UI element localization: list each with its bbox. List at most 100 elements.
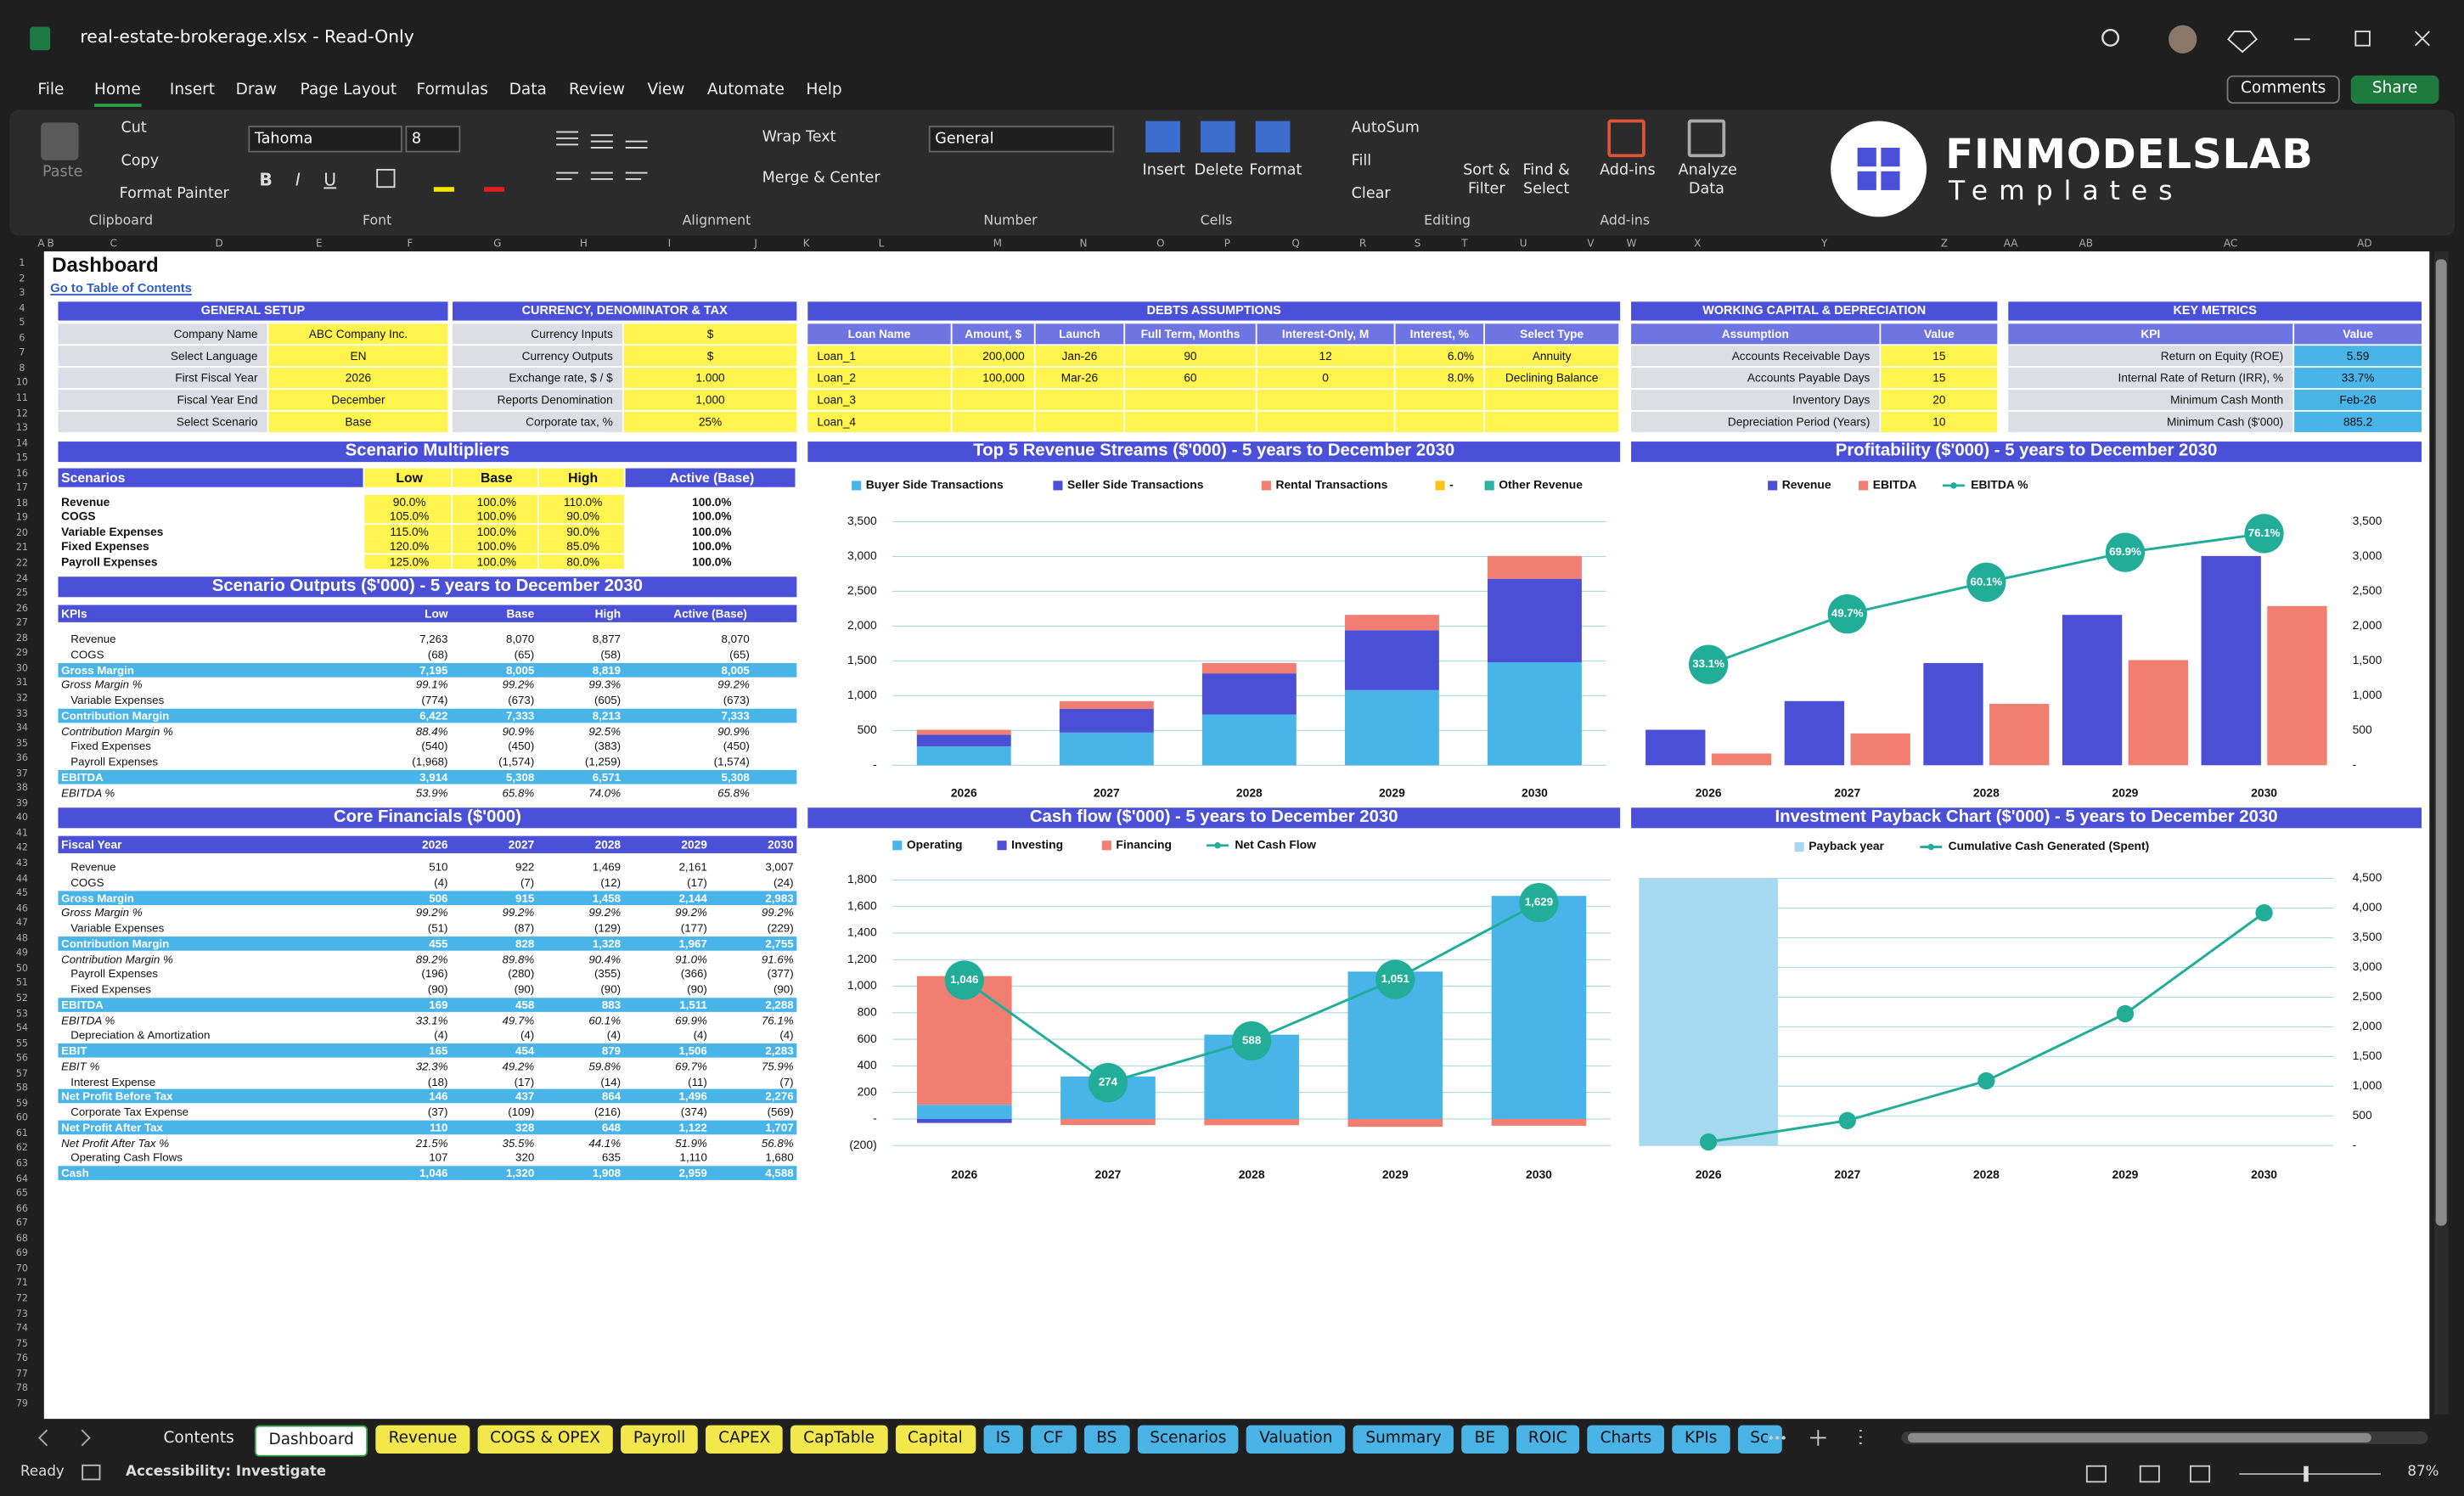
border-icon[interactable]: [376, 168, 396, 188]
x-tick-label: 2027: [1834, 785, 1860, 799]
menu-item[interactable]: Review: [568, 82, 626, 99]
row-value: (605): [593, 693, 622, 707]
row-number: 13: [15, 422, 28, 434]
find-select-button[interactable]: Find & Select: [1522, 161, 1570, 199]
sheet-tab[interactable]: Capital: [895, 1425, 976, 1454]
sheet-tab[interactable]: Contents: [163, 1430, 234, 1448]
format-painter-button[interactable]: Format Painter: [119, 185, 229, 203]
font-color-icon[interactable]: [484, 187, 505, 192]
line-marker: [1699, 1133, 1718, 1151]
row-value: (4): [520, 1027, 535, 1043]
row-value: 75.9%: [761, 1058, 794, 1073]
line-marker: [1689, 644, 1729, 684]
menu-item[interactable]: Data: [509, 82, 547, 99]
row-number: 20: [15, 527, 28, 539]
row-value: 20: [1881, 389, 1998, 411]
sheet-tab[interactable]: IS: [982, 1425, 1023, 1454]
font-size-box[interactable]: 8: [405, 126, 461, 153]
italic-icon[interactable]: I: [295, 169, 301, 189]
row-label: Payroll Expenses: [70, 966, 159, 981]
fill-button[interactable]: Fill: [1351, 152, 1372, 170]
sheet-tab[interactable]: KPIs: [1672, 1425, 1730, 1454]
sheet-tab[interactable]: COGS & OPEX: [477, 1425, 613, 1454]
delete-button[interactable]: Delete: [1194, 161, 1244, 179]
sheet-tab[interactable]: CapTable: [790, 1425, 887, 1454]
menu-item[interactable]: View: [647, 82, 685, 99]
menu-item[interactable]: Page Layout: [300, 82, 397, 99]
share-button[interactable]: Share: [2350, 75, 2439, 104]
format-button[interactable]: Format: [1249, 161, 1302, 179]
y-tick-label: 1,800: [847, 872, 877, 886]
row-value: 65.8%: [717, 785, 750, 800]
zoom-level[interactable]: 87%: [2407, 1464, 2439, 1481]
sheet-tab[interactable]: Dashboard: [254, 1425, 368, 1457]
restore[interactable]: [2354, 31, 2371, 47]
sheet-tab[interactable]: ROIC: [1516, 1425, 1580, 1454]
menu-item[interactable]: Insert: [169, 82, 215, 99]
window-title[interactable]: real-estate-brokerage.xlsx - Read-Only: [80, 26, 414, 48]
y-tick-label: 1,400: [847, 925, 877, 939]
copy-button[interactable]: Copy: [121, 152, 160, 170]
sheet-tab[interactable]: Payroll: [621, 1425, 699, 1454]
tab-scroll-arrows[interactable]: [28, 1426, 107, 1451]
multiplier-cell: COGS: [61, 509, 96, 525]
accessibility-status[interactable]: Accessibility: Investigate: [126, 1464, 327, 1481]
row-label: Net Profit After Tax: [61, 1120, 163, 1134]
sheet-tab[interactable]: Valuation: [1246, 1425, 1346, 1454]
sheet-tab[interactable]: BE: [1461, 1425, 1508, 1454]
sheet-tab[interactable]: Scenarios: [1137, 1425, 1240, 1454]
row-value: 53.9%: [415, 785, 448, 800]
insert-button[interactable]: Insert: [1142, 161, 1185, 179]
sheet-tab[interactable]: Charts: [1587, 1425, 1664, 1454]
menu-item[interactable]: Draw: [235, 82, 277, 99]
y-tick-label: (200): [849, 1138, 876, 1151]
sheet-tab[interactable]: Sc: [1737, 1425, 1782, 1454]
legend-label: Cumulative Cash Generated (Spent): [1949, 839, 2150, 852]
sheet-tab[interactable]: Revenue: [375, 1425, 470, 1454]
sort-filter-button[interactable]: Sort & Filter: [1463, 161, 1510, 199]
sheet-tab[interactable]: Summary: [1353, 1425, 1454, 1454]
sheet-tab[interactable]: BS: [1083, 1425, 1130, 1454]
row-label: Depreciation & Amortization: [70, 1027, 211, 1043]
bold-icon[interactable]: B: [259, 169, 273, 189]
menu-item[interactable]: File: [37, 82, 65, 99]
premium-icon[interactable]: [2227, 31, 2258, 53]
row-value: 99.2%: [588, 905, 622, 920]
comments-button[interactable]: Comments: [2226, 75, 2340, 104]
wrap-text-button[interactable]: Wrap Text: [762, 128, 836, 147]
delete-icon[interactable]: [1200, 121, 1235, 153]
sheet-tab[interactable]: CF: [1030, 1425, 1077, 1454]
menu-item[interactable]: Formulas: [416, 82, 488, 99]
row-label: Accounts Receivable Days: [1631, 346, 1882, 367]
merge-center-button[interactable]: Merge & Center: [762, 169, 880, 188]
menu-item[interactable]: Automate: [706, 82, 785, 99]
menu-item[interactable]: Help: [806, 82, 842, 99]
analyze-data-button[interactable]: Analyze Data: [1678, 161, 1737, 199]
font-name-box[interactable]: Tahoma: [248, 126, 402, 153]
paste-button[interactable]: Paste: [42, 163, 83, 181]
row-value: 76.1%: [761, 1012, 794, 1027]
align-lines[interactable]: [556, 131, 648, 180]
sheet-tab[interactable]: CAPEX: [706, 1425, 784, 1454]
search-icon[interactable]: [2101, 28, 2120, 47]
row-value: 7,333: [505, 708, 535, 723]
addins-button[interactable]: Add-ins: [1600, 161, 1656, 179]
underline-icon[interactable]: U: [323, 169, 336, 189]
insert-icon[interactable]: [1145, 121, 1180, 153]
close[interactable]: [2414, 31, 2430, 47]
menu-item[interactable]: Home: [94, 76, 141, 107]
number-format-box[interactable]: General: [928, 126, 1115, 153]
x-tick-label: 2028: [1236, 785, 1263, 799]
toc-link[interactable]: Go to Table of Contents: [50, 281, 192, 295]
autosum-button[interactable]: AutoSum: [1351, 119, 1420, 138]
format-icon[interactable]: [1255, 121, 1291, 153]
cut-button[interactable]: Cut: [121, 119, 147, 138]
row-number: 42: [15, 842, 28, 854]
debt-cell: Jan-26: [1035, 346, 1126, 367]
fill-color-icon[interactable]: [433, 187, 454, 192]
avatar[interactable]: [2169, 25, 2197, 53]
x-tick-label: 2027: [1094, 785, 1120, 799]
scroll-thumb[interactable]: [2435, 259, 2447, 1226]
clear-button[interactable]: Clear: [1351, 185, 1391, 203]
column-letter: C: [110, 237, 117, 250]
